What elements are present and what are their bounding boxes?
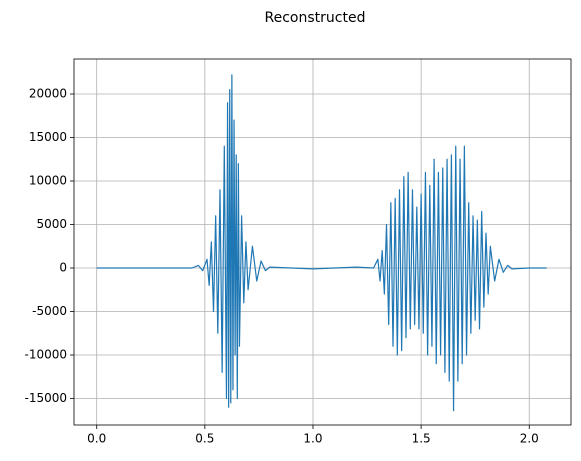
x-tick-label: 2.0 [520,432,539,446]
y-tick-label: 15000 [29,130,67,144]
waveform-line [96,74,547,412]
x-tick-label: 1.5 [412,432,431,446]
y-tick-label: 10000 [29,174,67,188]
y-tick-label: 0 [59,260,67,274]
y-tick-label: -5000 [32,304,67,318]
x-tick-label: 0.0 [87,432,106,446]
chart-title: Reconstructed [265,10,366,26]
x-tick-label: 0.5 [195,432,214,446]
y-tick-label: 20000 [29,87,67,101]
y-tick-label: -15000 [24,391,67,405]
x-tick-label: 1.0 [303,432,322,446]
y-tick-label: 5000 [36,217,67,231]
y-tick-label: -10000 [24,347,67,361]
axes-frame [73,58,572,426]
